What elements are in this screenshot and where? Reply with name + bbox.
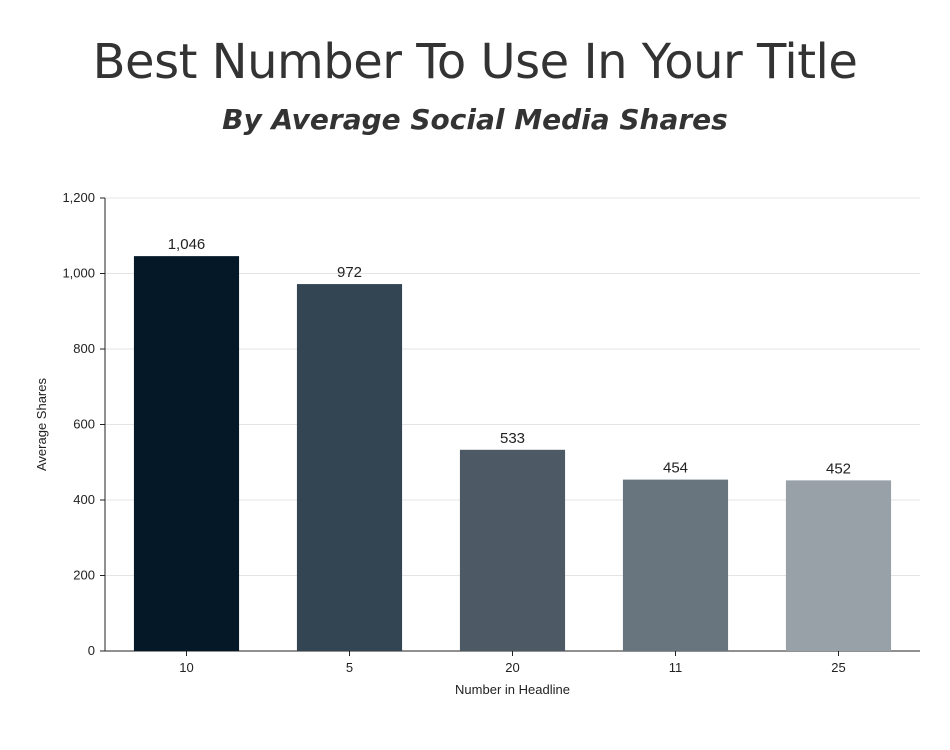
y-tick-label: 1,200	[62, 190, 95, 205]
bar-10	[133, 256, 240, 651]
y-tick-label: 400	[73, 492, 95, 507]
y-tick-label: 200	[73, 568, 95, 583]
chart-subtitle: By Average Social Media Shares	[222, 103, 728, 136]
data-labels: 1,046 972 533 454 452	[168, 236, 851, 477]
bar-5	[296, 284, 403, 651]
x-axis-title: Number in Headline	[455, 682, 570, 697]
axes: 0 200 400 600 800 1,000 1,200 10 5 20 11 25	[62, 190, 920, 675]
data-label-10: 1,046	[168, 236, 206, 253]
y-tick-label: 600	[73, 417, 95, 432]
bar-25	[785, 480, 892, 651]
data-label-20: 533	[500, 430, 525, 447]
x-tick-label-10: 10	[179, 660, 193, 675]
x-tick-label-25: 25	[831, 660, 845, 675]
x-tick-label-5: 5	[346, 660, 353, 675]
bar-20	[459, 449, 566, 651]
y-tick-label: 0	[88, 643, 95, 658]
data-label-11: 454	[663, 460, 688, 477]
data-label-5: 972	[337, 264, 362, 281]
chart-title: Best Number To Use In Your Title	[92, 34, 858, 90]
y-tick-label: 1,000	[62, 266, 95, 281]
y-axis-title: Average Shares	[34, 378, 49, 471]
bars	[133, 256, 892, 651]
x-tick-label-11: 11	[669, 660, 683, 675]
data-label-25: 452	[826, 460, 851, 477]
y-tick-label: 800	[73, 341, 95, 356]
bar-11	[622, 479, 729, 651]
x-tick-label-20: 20	[505, 660, 519, 675]
